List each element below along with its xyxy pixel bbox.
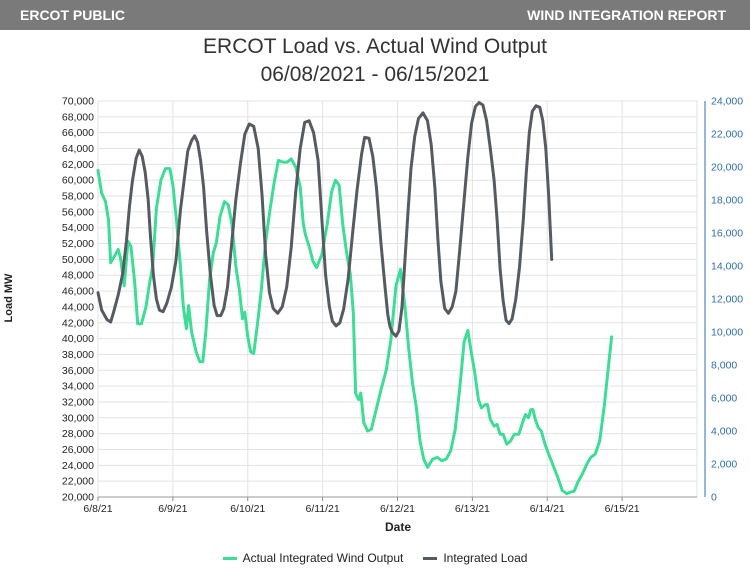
report-header-bar: ERCOT PUBLIC WIND INTEGRATION REPORT	[0, 0, 750, 30]
x-tick-label: 6/14/21	[530, 503, 565, 515]
x-tick-label: 6/9/21	[158, 503, 187, 515]
integrated-load-line	[96, 101, 554, 338]
line-chart: 20,000 22,000 24,000 26,000 28,000 30,000 32,0…	[3, 96, 743, 535]
y-right-tick-label: 2,000	[711, 459, 737, 471]
y-left-tick-label: 24,000	[62, 460, 94, 472]
y-left-tick-label: 42,000	[62, 317, 94, 329]
y-left-tick-label: 70,000	[62, 96, 94, 108]
legend-item-wind: Actual Integrated Wind Output	[222, 550, 404, 565]
y-left-tick-label: 40,000	[62, 333, 94, 345]
y-left-tick-label: 44,000	[62, 301, 94, 313]
y-right-tick-label: 14,000	[711, 261, 743, 273]
series-layer	[96, 101, 614, 496]
x-axis-label: Date	[385, 520, 411, 534]
y-right-tick-label: 24,000	[711, 96, 743, 108]
wind-output-line	[96, 157, 614, 496]
legend-label: Integrated Load	[443, 550, 528, 565]
y-right-tick-label: 16,000	[711, 228, 743, 240]
y-right-tick-label: 8,000	[711, 360, 737, 372]
legend-swatch	[423, 557, 438, 561]
y-left-tick-label: 22,000	[62, 476, 94, 488]
y-left-tick-label: 68,000	[62, 111, 94, 123]
x-tick-label: 6/8/21	[83, 503, 112, 515]
y-left-tick-label: 62,000	[62, 159, 94, 171]
y-left-tick-label: 56,000	[62, 206, 94, 218]
y-right-tick-label: 6,000	[711, 393, 737, 405]
y-left-tick-label: 36,000	[62, 365, 94, 377]
y-left-tick-label: 60,000	[62, 175, 94, 187]
axis-layer: 20,000 22,000 24,000 26,000 28,000 30,000 32,0…	[62, 96, 743, 516]
y-left-tick-label: 46,000	[62, 286, 94, 298]
legend-item-load: Integrated Load	[423, 551, 527, 565]
chart-title: ERCOT Load vs. Actual Wind Output	[203, 35, 547, 58]
y-right-tick-label: 20,000	[711, 162, 743, 174]
y-left-tick-label: 28,000	[62, 428, 94, 440]
legend-swatch	[222, 557, 237, 561]
y-right-tick-label: 22,000	[711, 129, 743, 141]
y-right-tick-label: 10,000	[711, 327, 743, 339]
y-left-tick-label: 34,000	[62, 381, 94, 393]
y-left-tick-label: 54,000	[62, 222, 94, 234]
y-left-tick-label: 58,000	[62, 191, 94, 203]
y-left-tick-label: 38,000	[62, 349, 94, 361]
x-tick-label: 6/13/21	[455, 503, 490, 515]
y-axis-label: Load MW	[3, 273, 15, 322]
legend-label: Actual Integrated Wind Output	[242, 550, 404, 565]
header-left-label: ERCOT PUBLIC	[20, 7, 125, 23]
y-right-tick-label: 4,000	[711, 426, 737, 438]
y-right-tick-label: 18,000	[711, 195, 743, 207]
y-left-tick-label: 26,000	[62, 444, 94, 456]
x-tick-label: 6/15/21	[605, 503, 640, 515]
y-left-tick-label: 50,000	[62, 254, 94, 266]
chart-legend: Actual Integrated Wind Output Integrated …	[0, 550, 750, 566]
x-tick-label: 6/11/21	[305, 503, 339, 515]
y-left-tick-label: 30,000	[62, 412, 94, 424]
y-left-tick-label: 66,000	[62, 127, 94, 139]
y-right-tick-label: 12,000	[711, 294, 743, 306]
x-tick-label: 6/10/21	[230, 503, 265, 515]
y-right-tick-label: 0	[711, 492, 717, 504]
y-left-tick-label: 20,000	[62, 492, 94, 504]
y-left-tick-label: 64,000	[62, 143, 94, 155]
header-right-label: WIND INTEGRATION REPORT	[527, 7, 726, 23]
y-left-tick-label: 48,000	[62, 270, 94, 282]
y-left-tick-label: 32,000	[62, 396, 94, 408]
y-left-tick-label: 52,000	[62, 238, 94, 250]
chart-subtitle: 06/08/2021 - 06/15/2021	[260, 63, 490, 86]
x-tick-label: 6/12/21	[380, 503, 415, 515]
